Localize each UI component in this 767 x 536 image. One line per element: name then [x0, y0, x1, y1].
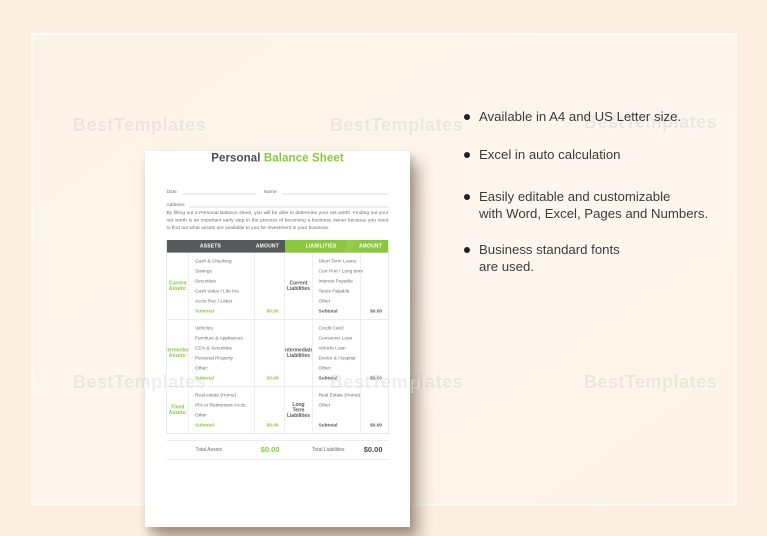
liabilities-header-cell: LIABILITIES AMOUNT	[285, 239, 388, 253]
total-assets-value: $0.00	[260, 445, 280, 455]
liability-subtotal-label: Subtotal	[318, 422, 338, 429]
watermark-text: BestTemplates	[73, 115, 207, 135]
liability-item: Short Term Loans:	[318, 258, 358, 265]
feature-list: Available in A4 and US Letter size. Exce…	[464, 108, 744, 275]
asset-item: Other	[195, 412, 207, 419]
bullet-icon	[464, 114, 470, 120]
document-title: Personal Balance Sheet	[167, 151, 389, 165]
table-header-row: ASSETS AMOUNT LIABILITIES AMOUNT	[167, 239, 388, 253]
feature-item: Excel in auto calculation	[464, 146, 744, 163]
liability-item: Curr Port / Long term	[318, 268, 364, 275]
asset-item: Personal Property	[195, 355, 234, 362]
asset-subtotal-label: Subtotal	[195, 422, 214, 429]
asset-subtotal-value: $0.00	[266, 375, 279, 382]
totals-row: Total Assets $0.00 Total Liabilities $0.…	[166, 439, 389, 460]
liability-item: Vehicle Loan	[318, 345, 346, 352]
balance-table: ASSETS AMOUNT LIABILITIES AMOUNT Current…	[166, 239, 389, 434]
liability-section-label: Intermediate Liabilities	[285, 319, 313, 387]
total-liabilities-label: Total Liabilities	[312, 447, 345, 453]
document-card: Personal Balance Sheet Date: Name: Addre…	[145, 151, 410, 527]
liability-subtotal-label: Subtotal	[318, 375, 338, 382]
feature-item: Available in A4 and US Letter size.	[464, 108, 744, 125]
asset-subtotal-value: $0.00	[266, 422, 279, 429]
amount-header-left: AMOUNT	[255, 243, 279, 249]
total-liabilities-value: $0.00	[363, 445, 383, 455]
intro-paragraph: By filling out a Personal Balance sheet,…	[166, 210, 389, 231]
bullet-icon	[464, 194, 470, 200]
asset-item: Accts Rec / Labor	[195, 298, 233, 305]
assets-header-label: ASSETS	[199, 243, 222, 249]
date-label: Date:	[166, 189, 178, 195]
asset-item: Furniture & Appliances	[195, 335, 243, 342]
document-fields: Date: Name: Address:	[167, 182, 389, 208]
table-group-fixed: Fixed Assets: Real estate (Home) IRA or …	[167, 386, 388, 434]
feature-text: Excel in auto calculation	[479, 147, 621, 162]
asset-subtotal-label: Subtotal	[195, 308, 214, 315]
asset-item: Savings	[195, 268, 212, 275]
feature-item: Easily editable and customizable with Wo…	[464, 188, 744, 222]
asset-item: IRA or Retirement Accts.	[195, 402, 247, 409]
asset-item: Cash Value / Life Ins.	[195, 288, 240, 295]
date-line	[181, 188, 257, 195]
asset-section-label: Fixed Assets:	[167, 386, 189, 434]
total-assets-label: Total Assets	[195, 447, 223, 453]
liability-section-label: Current Liabilities	[285, 252, 313, 320]
liability-item: Consumer Loan	[318, 335, 353, 342]
assets-header-cell: ASSETS AMOUNT	[167, 239, 285, 253]
feature-text: Business standard fonts are used.	[479, 242, 620, 274]
asset-item: Securities	[195, 278, 216, 285]
asset-item: Cash & Checking	[195, 258, 232, 265]
liability-subtotal-label: Subtotal	[318, 308, 338, 315]
name-label: Name:	[263, 189, 278, 195]
liability-item: Real Estate (Home)	[318, 392, 361, 399]
liabilities-header-label: LIABILITIES	[305, 243, 337, 249]
amount-header-right: AMOUNT	[358, 243, 382, 249]
name-line	[281, 188, 389, 195]
asset-item: Other:	[195, 365, 209, 372]
liability-item: Other	[318, 298, 331, 305]
watermark-text: BestTemplates	[584, 112, 718, 132]
watermark-text: BestTemplates	[330, 372, 464, 392]
watermark-text: BestTemplates	[330, 115, 464, 135]
liability-item: Other:	[318, 365, 332, 372]
title-balance-sheet: Balance Sheet	[263, 151, 344, 164]
table-group-intermediate: Intermediate Assets: Vehicles: Furniture…	[167, 319, 388, 387]
liability-item: Doctor & Hospital	[318, 355, 356, 362]
liability-item: Taxes Payable	[318, 288, 350, 295]
feature-text: Easily editable and customizable with Wo…	[479, 189, 709, 221]
feature-item: Business standard fonts are used.	[464, 241, 744, 275]
asset-section-label: Intermediate Assets:	[167, 319, 189, 387]
liability-item: Interest Payable	[318, 278, 353, 285]
liability-item: Other	[318, 402, 331, 409]
asset-subtotal-label: Subtotal	[195, 375, 214, 382]
liability-subtotal-value: $0.00	[370, 422, 382, 429]
watermark-text: BestTemplates	[73, 372, 207, 392]
asset-item: Vehicles:	[195, 325, 215, 332]
liability-item: Credit Card:	[318, 325, 345, 332]
asset-item: CD's & Securities	[195, 345, 232, 352]
table-group-current: Current Assets: Cash & Checking Savings …	[167, 252, 388, 320]
bullet-icon	[464, 152, 470, 158]
liability-subtotal-value: $0.00	[370, 308, 382, 315]
asset-item: Real estate (Home)	[195, 392, 237, 399]
asset-section-label: Current Assets:	[167, 252, 189, 320]
watermark-text: BestTemplates	[584, 372, 718, 392]
title-personal: Personal	[211, 151, 261, 164]
feature-text: Available in A4 and US Letter size.	[479, 109, 682, 124]
address-label: Address:	[166, 202, 186, 208]
liability-section-label: Long Term Liabilities	[285, 386, 313, 434]
liability-subtotal-value: $0.00	[370, 375, 382, 382]
address-line	[189, 201, 389, 208]
document-preview: Personal Balance Sheet Date: Name: Addre…	[145, 79, 410, 527]
asset-subtotal-value: $0.00	[266, 308, 279, 315]
bullet-icon	[464, 247, 470, 253]
